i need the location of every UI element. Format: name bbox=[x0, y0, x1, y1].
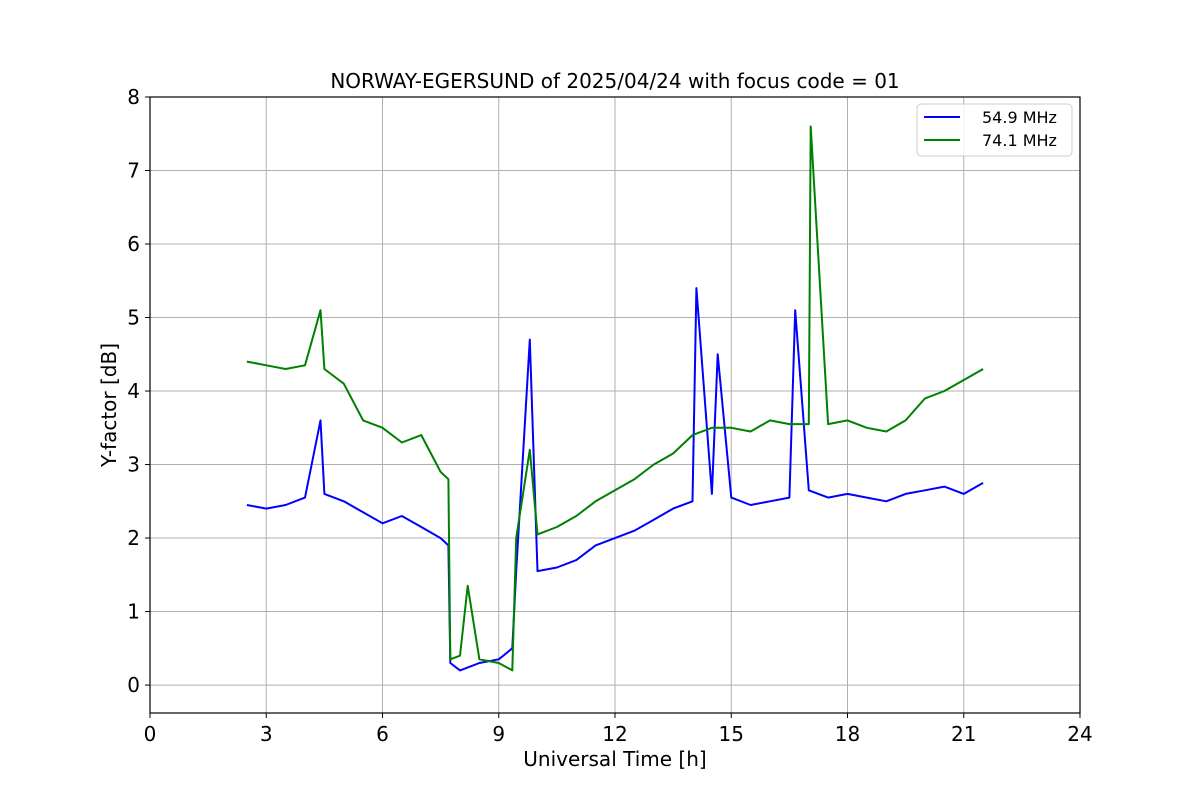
legend-label-54-9-mhz: 54.9 MHz bbox=[982, 108, 1057, 127]
x-tick-label: 24 bbox=[1067, 722, 1092, 746]
chart-title: NORWAY-EGERSUND of 2025/04/24 with focus… bbox=[330, 69, 899, 93]
x-axis-ticks: 0 3 6 9 12 15 18 21 24 bbox=[144, 713, 1093, 746]
x-tick-label: 0 bbox=[144, 722, 157, 746]
y-tick-label: 7 bbox=[127, 159, 140, 183]
plot-area bbox=[246, 125, 984, 672]
x-tick-label: 12 bbox=[602, 722, 627, 746]
y-tick-label: 1 bbox=[127, 600, 140, 624]
y-tick-label: 2 bbox=[127, 526, 140, 550]
grid-lines bbox=[149, 96, 1081, 713]
y-tick-label: 6 bbox=[127, 232, 140, 256]
x-tick-label: 18 bbox=[835, 722, 860, 746]
y-tick-label: 3 bbox=[127, 453, 140, 477]
y-axis-ticks: 0 1 2 3 4 5 6 7 8 bbox=[127, 85, 150, 697]
x-tick-label: 21 bbox=[951, 722, 976, 746]
y-tick-label: 4 bbox=[127, 379, 140, 403]
x-tick-label: 3 bbox=[260, 722, 273, 746]
x-tick-label: 9 bbox=[492, 722, 505, 746]
y-axis-label: Y-factor [dB] bbox=[97, 343, 121, 468]
y-tick-label: 5 bbox=[127, 306, 140, 330]
legend-label-74-1-mhz: 74.1 MHz bbox=[982, 131, 1057, 150]
x-tick-label: 6 bbox=[376, 722, 389, 746]
x-tick-label: 15 bbox=[719, 722, 744, 746]
y-tick-label: 0 bbox=[127, 673, 140, 697]
legend: 54.9 MHz 74.1 MHz bbox=[916, 103, 1073, 157]
x-axis-label: Universal Time [h] bbox=[523, 747, 706, 771]
series-layer bbox=[246, 125, 984, 672]
y-tick-label: 8 bbox=[127, 85, 140, 109]
series-line-54-9-mhz bbox=[246, 287, 984, 672]
series-line-74-1-mhz bbox=[246, 125, 984, 672]
